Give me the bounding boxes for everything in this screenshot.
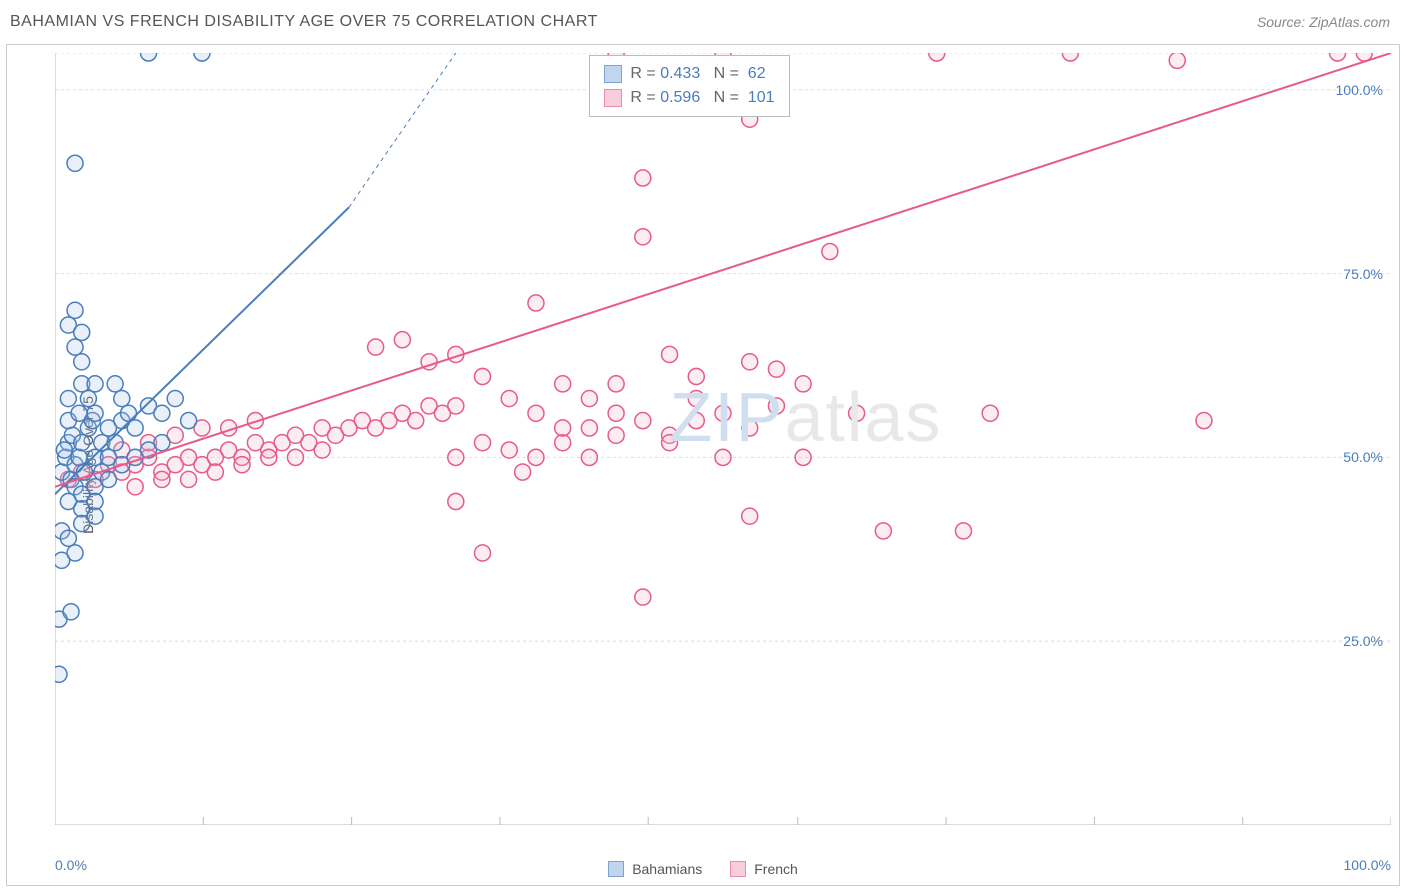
stats-legend-box: R = 0.433 N = 62R = 0.596 N = 101 bbox=[589, 55, 789, 117]
legend-label: Bahamians bbox=[632, 861, 702, 877]
stats-swatch-icon bbox=[604, 65, 622, 83]
header: BAHAMIAN VS FRENCH DISABILITY AGE OVER 7… bbox=[0, 0, 1406, 44]
stats-row-french: R = 0.596 N = 101 bbox=[604, 86, 774, 110]
legend-swatch-icon bbox=[608, 861, 624, 877]
y-tick-label: 75.0% bbox=[1343, 266, 1383, 282]
y-tick-label: 50.0% bbox=[1343, 449, 1383, 465]
legend-label: French bbox=[754, 861, 798, 877]
source-attribution: Source: ZipAtlas.com bbox=[1257, 14, 1390, 30]
legend-swatch-icon bbox=[730, 861, 746, 877]
y-tick-label: 100.0% bbox=[1336, 82, 1383, 98]
stats-row-bahamians: R = 0.433 N = 62 bbox=[604, 62, 774, 86]
legend-item-bahamians: Bahamians bbox=[608, 861, 702, 877]
chart-container: BAHAMIAN VS FRENCH DISABILITY AGE OVER 7… bbox=[0, 0, 1406, 892]
y-axis-tick-labels: 25.0% 50.0% 75.0% 100.0% bbox=[1323, 53, 1383, 825]
plot-area: ZIPatlas R = 0.433 N = 62R = 0.596 N = 1… bbox=[55, 53, 1391, 825]
legend-item-french: French bbox=[730, 861, 798, 877]
chart-title: BAHAMIAN VS FRENCH DISABILITY AGE OVER 7… bbox=[10, 13, 598, 31]
y-tick-label: 25.0% bbox=[1343, 633, 1383, 649]
scatter-plot-svg bbox=[55, 53, 1391, 825]
chart-frame: Disability Age Over 75 ZIPatlas R = 0.43… bbox=[6, 44, 1400, 886]
bottom-legend: Bahamians French bbox=[7, 861, 1399, 877]
stats-swatch-icon bbox=[604, 89, 622, 107]
